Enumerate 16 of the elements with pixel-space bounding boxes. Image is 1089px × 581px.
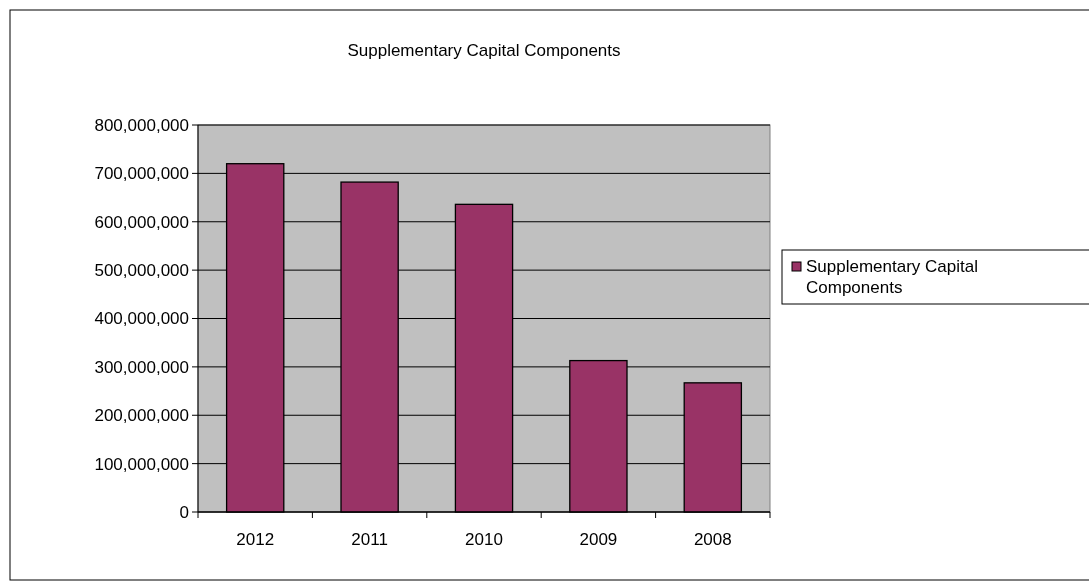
y-tick-label: 600,000,000 [94, 212, 189, 232]
y-tick-label: 0 [179, 502, 189, 522]
x-tick-label: 2011 [351, 530, 388, 549]
x-tick-label: 2008 [693, 530, 732, 549]
y-tick-label: 200,000,000 [94, 406, 189, 426]
y-tick-label: 300,000,000 [94, 357, 189, 377]
legend-label: Supplementary Capital Components [806, 257, 978, 297]
y-tick-label: 100,000,000 [94, 454, 189, 474]
x-tick-label: 2010 [465, 530, 503, 549]
x-tick-label: 2012 [236, 530, 275, 549]
chart-title: Supplementary Capital Components [347, 41, 621, 60]
y-tick-label: 700,000,000 [94, 164, 189, 184]
y-tick-label: 800,000,000 [94, 115, 189, 135]
y-tick-label: 400,000,000 [94, 309, 189, 329]
y-tick-label: 500,000,000 [94, 261, 189, 281]
x-tick-label: 2009 [579, 530, 618, 549]
